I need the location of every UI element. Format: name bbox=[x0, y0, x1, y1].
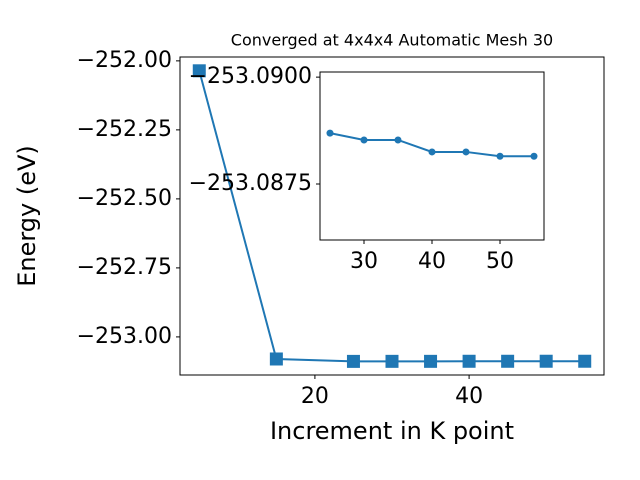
y-tick-label: −252.50 bbox=[77, 186, 172, 211]
data-point bbox=[385, 354, 399, 368]
chart-title: Converged at 4x4x4 Automatic Mesh 30 bbox=[231, 31, 553, 50]
data-point bbox=[346, 354, 360, 368]
data-point bbox=[428, 148, 436, 156]
data-point bbox=[424, 354, 438, 368]
data-point bbox=[269, 352, 283, 366]
data-point bbox=[192, 64, 206, 78]
x-tick-label: 30 bbox=[350, 249, 378, 274]
y-axis-label: Energy (eV) bbox=[13, 145, 41, 287]
y-tick-label: −252.25 bbox=[77, 117, 172, 142]
data-point bbox=[394, 136, 402, 144]
data-point bbox=[578, 354, 592, 368]
x-tick-label: 40 bbox=[455, 384, 483, 409]
y-tick-label: −253.0900 bbox=[189, 64, 312, 89]
x-tick-label: 50 bbox=[486, 249, 514, 274]
y-tick-label: −253.0875 bbox=[189, 171, 312, 196]
data-point bbox=[530, 152, 538, 160]
y-tick-label: −252.00 bbox=[77, 48, 172, 73]
data-point bbox=[326, 129, 334, 137]
x-tick-label: 20 bbox=[301, 384, 329, 409]
y-tick-label: −253.00 bbox=[77, 324, 172, 349]
data-point bbox=[360, 136, 368, 144]
data-point bbox=[462, 148, 470, 156]
data-point bbox=[462, 354, 476, 368]
data-point bbox=[496, 152, 504, 160]
y-tick-label: −252.75 bbox=[77, 255, 172, 280]
data-point bbox=[501, 354, 515, 368]
x-tick-label: 40 bbox=[418, 249, 446, 274]
x-axis-label: Increment in K point bbox=[270, 417, 514, 445]
data-point bbox=[539, 354, 553, 368]
